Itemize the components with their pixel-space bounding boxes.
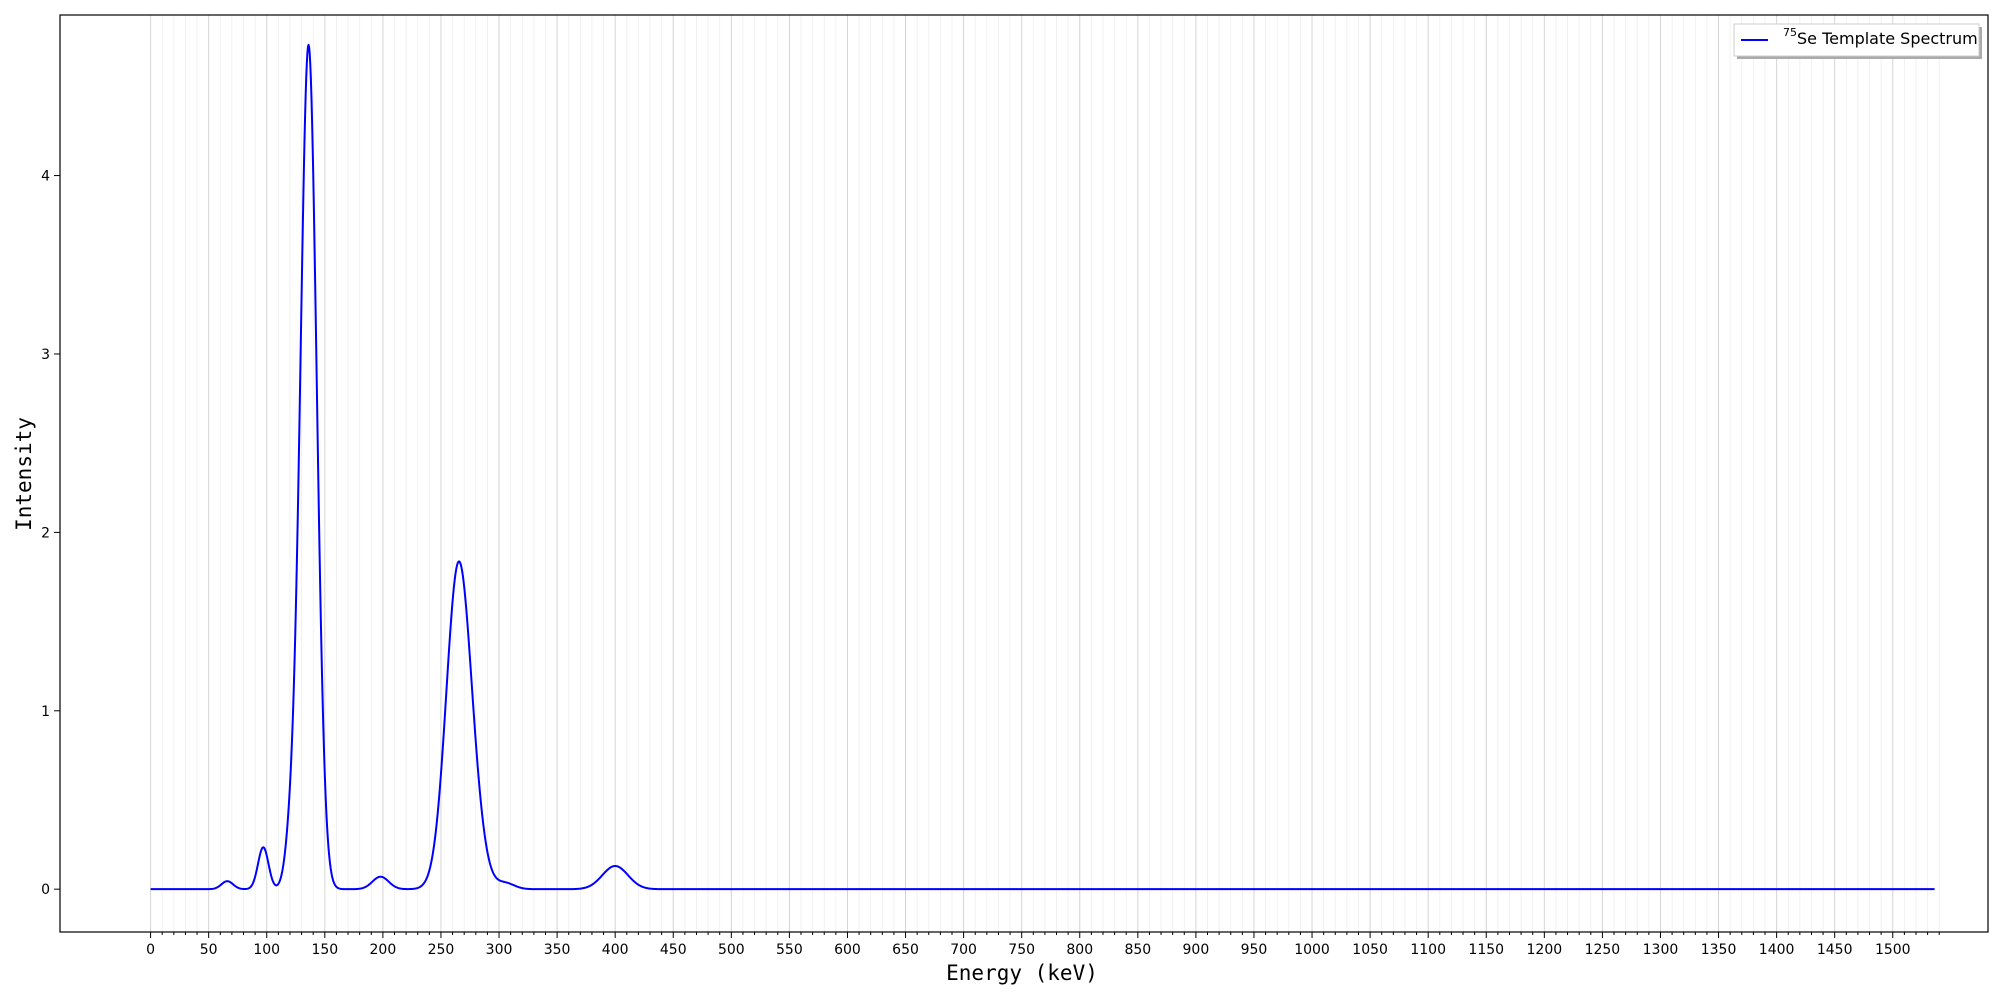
x-tick-label: 1300: [1643, 942, 1679, 958]
y-axis: 0 1 2 3 4: [41, 169, 60, 898]
y-tick-label: 4: [41, 169, 50, 185]
x-tick-label: 1150: [1468, 942, 1504, 958]
x-tick-label: 550: [776, 942, 803, 958]
x-tick-label: 650: [892, 942, 919, 958]
x-tick-label: 300: [486, 942, 513, 958]
grid-layer: [150, 15, 1940, 932]
x-tick-label: 200: [370, 942, 397, 958]
x-tick-label: 1200: [1527, 942, 1563, 958]
x-tick-label: 800: [1066, 942, 1093, 958]
x-tick-label: 400: [602, 942, 629, 958]
x-tick-label: 1450: [1817, 942, 1853, 958]
x-tick-label: 950: [1241, 942, 1268, 958]
x-tick-label: 750: [1008, 942, 1035, 958]
x-tick-label: 150: [311, 942, 338, 958]
x-tick-label: 1350: [1701, 942, 1737, 958]
legend-label-sup: 75: [1783, 26, 1797, 39]
legend-label: Se Template Spectrum: [1797, 29, 1978, 48]
series-layer: [150, 43, 1935, 891]
y-tick-label: 1: [41, 704, 50, 720]
x-tick-label: 450: [660, 942, 687, 958]
x-tick-label: 900: [1183, 942, 1210, 958]
x-tick-label: 1400: [1759, 942, 1795, 958]
x-axis: 0 50 100 150 200 250 300 350 400 450 500 550 600 650 7…: [146, 932, 1940, 958]
x-tick-label: 1050: [1352, 942, 1388, 958]
x-tick-label: 50: [200, 942, 218, 958]
x-tick-label: 850: [1124, 942, 1151, 958]
x-tick-label: 1500: [1875, 942, 1911, 958]
y-axis-title: Intensity: [12, 417, 36, 531]
plot-frame: [59, 14, 1989, 933]
x-tick-label: 1100: [1410, 942, 1446, 958]
series-line-se75: [150, 43, 1935, 891]
x-tick-label: 350: [544, 942, 571, 958]
x-tick-label: 1250: [1585, 942, 1621, 958]
x-tick-label: 0: [146, 942, 155, 958]
legend-box: [1733, 23, 1980, 57]
x-tick-label: 500: [718, 942, 745, 958]
x-tick-label: 100: [253, 942, 280, 958]
x-tick-label: 250: [428, 942, 455, 958]
x-axis-title: Energy (keV): [946, 961, 1098, 985]
y-tick-label: 0: [41, 882, 50, 898]
x-tick-label: 700: [950, 942, 977, 958]
x-tick-label: 1000: [1294, 942, 1330, 958]
legend: 75 Se Template Spectrum: [1733, 23, 1982, 59]
y-tick-label: 3: [41, 347, 50, 363]
y-tick-label: 2: [41, 525, 50, 541]
x-tick-label: 600: [834, 942, 861, 958]
